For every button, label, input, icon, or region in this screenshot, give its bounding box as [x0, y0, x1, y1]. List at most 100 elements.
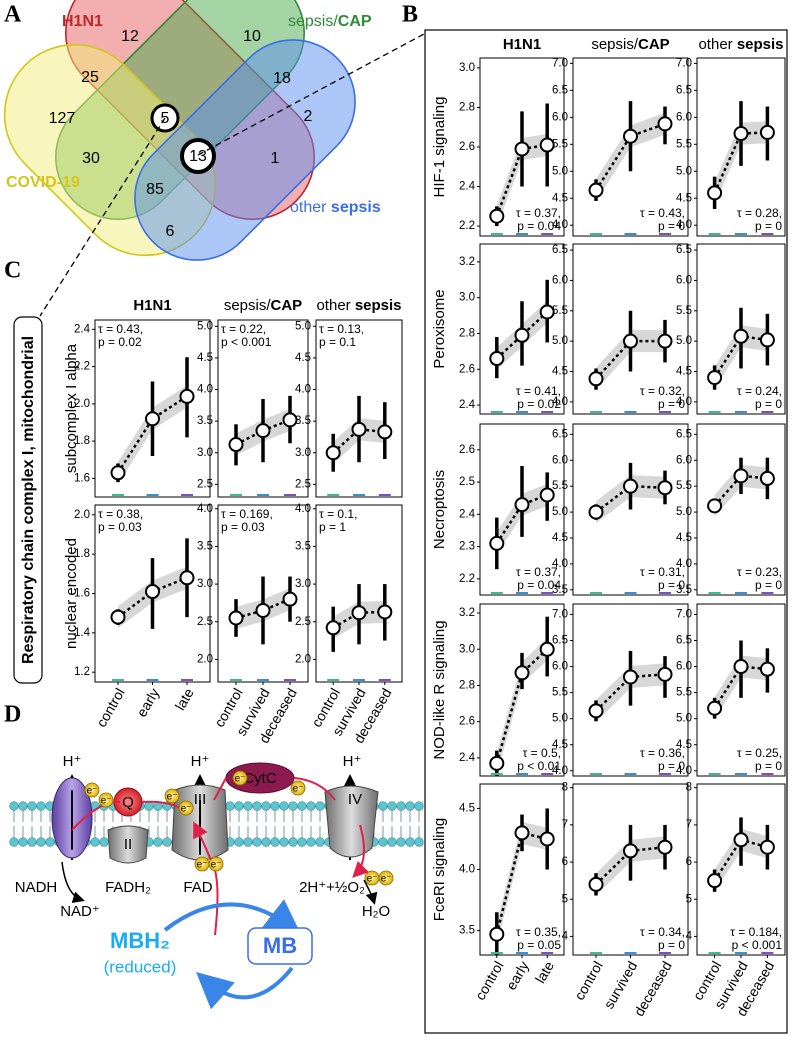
- trend-line: [495, 648, 549, 764]
- lipid-head: [36, 837, 46, 847]
- y-tick-label: 3.2: [459, 256, 475, 268]
- stat-annotation: p = 0.03: [98, 520, 142, 534]
- group-mean: [255, 423, 271, 439]
- y-tick-label: 6.0: [552, 274, 568, 286]
- group-mean: [759, 470, 775, 486]
- stat-annotation: p < 0.01: [517, 759, 561, 773]
- stat-annotation: p = 0: [755, 397, 782, 411]
- y-tick-label: 6.5: [676, 635, 692, 647]
- title-part: sepsis: [737, 36, 784, 53]
- y-tick-label: 2.5: [197, 616, 213, 628]
- trend-band: [714, 325, 768, 389]
- y-tick-label: 5: [686, 893, 692, 905]
- y-tick-label: 4.0: [552, 396, 568, 408]
- y-tick-label: 4.0: [295, 503, 311, 515]
- y-tick-label: 5.5: [552, 480, 568, 492]
- y-tick-label: 4.0: [552, 219, 568, 231]
- y-tick-label: 2.0: [197, 653, 213, 665]
- stat-annotation: τ = 0.23,: [737, 565, 782, 579]
- electron-label: e⁻: [235, 774, 246, 785]
- y-tick-label: 1.6: [74, 472, 90, 484]
- y-tick-label: 3.0: [197, 578, 213, 590]
- title-part: other: [698, 36, 736, 53]
- panel-label: A: [4, 2, 22, 28]
- group-mean: [733, 659, 749, 675]
- column-title: other sepsis: [316, 297, 401, 314]
- electron-label: e⁻: [197, 860, 208, 871]
- stat-annotation: p = 0.03: [221, 520, 265, 534]
- y-tick-label: 3.5: [459, 925, 475, 937]
- mb-arrow: [196, 966, 294, 1010]
- group-mean: [539, 137, 555, 153]
- y-tick-label: 6.0: [552, 661, 568, 673]
- plot-frame: [696, 783, 786, 956]
- y-tick-label: 6.5: [676, 244, 692, 256]
- group-mean: [657, 116, 673, 132]
- electron: [232, 770, 248, 786]
- group-mean: [733, 328, 749, 344]
- electron-path: [213, 777, 227, 801]
- lipid-head: [144, 801, 154, 811]
- stat-annotation: τ = 0.36,: [640, 746, 685, 760]
- lipid-head: [306, 801, 316, 811]
- stat-annotation: p = 0.05: [517, 938, 561, 952]
- complex-iv: [324, 785, 379, 858]
- trend-line: [116, 395, 188, 474]
- y-tick-label: 5.5: [552, 305, 568, 317]
- y-tick-label: 2.0: [74, 398, 90, 410]
- y-tick-label: 3.0: [459, 643, 475, 655]
- panel-frame: [424, 29, 788, 1034]
- y-tick-label: 1.4: [74, 627, 91, 639]
- row-label: FceRI signaling: [431, 818, 448, 921]
- y-tick-label: 2.5: [295, 478, 311, 490]
- y-tick-label: 4.5: [552, 739, 568, 751]
- group-mean: [489, 535, 505, 551]
- venn-set-label: COVID-19: [6, 174, 80, 191]
- trend-band: [714, 121, 768, 204]
- plot-frame: [479, 603, 565, 777]
- group-mean: [588, 371, 604, 387]
- group-mean: [539, 831, 555, 847]
- mb-box: [247, 927, 313, 965]
- lipid-head: [315, 801, 325, 811]
- y-tick-label: 6.5: [552, 428, 568, 440]
- lipid-head: [153, 837, 163, 847]
- proton-label: H⁺: [63, 753, 82, 770]
- y-tick-label: 5.0: [676, 713, 692, 725]
- title-part: other: [290, 199, 331, 216]
- electron-path: [293, 777, 336, 801]
- quinone-label: Q: [122, 794, 134, 811]
- stat-annotation: τ = 0.32,: [640, 384, 685, 398]
- stat-annotation: p = 0.04: [517, 578, 561, 592]
- group-mean: [707, 700, 723, 716]
- group-mean: [707, 185, 723, 201]
- lipid-head: [378, 837, 388, 847]
- trend-line: [595, 339, 665, 380]
- electron: [164, 788, 180, 804]
- electron: [290, 780, 306, 796]
- y-tick-label: 4.5: [459, 802, 475, 814]
- group-mean: [351, 605, 367, 621]
- group-mean: [539, 641, 555, 657]
- stat-annotation: τ = 0.13,: [319, 322, 364, 336]
- lipid-head: [225, 801, 235, 811]
- y-tick-label: 5.5: [552, 138, 568, 150]
- y-tick-label: 3.5: [552, 584, 568, 596]
- stat-annotation: p = 0.04: [517, 219, 561, 233]
- column-title: sepsis/CAP: [591, 36, 669, 53]
- panel-c: H1N1 sepsis/CAP other sepsis subcomplex I a…: [63, 297, 403, 746]
- stat-annotation: p = 0: [658, 397, 685, 411]
- group-mean: [707, 873, 723, 889]
- group-mean: [588, 703, 604, 719]
- y-tick-label: 5.0: [676, 506, 692, 518]
- substrate-label: H₂O: [362, 903, 390, 920]
- lipid-head: [261, 801, 271, 811]
- y-tick-label: 6.0: [676, 661, 692, 673]
- y-tick-label: 4.5: [676, 532, 692, 544]
- y-tick-label: 3.0: [459, 62, 475, 74]
- group-mean: [759, 839, 775, 855]
- y-tick-label: 5.5: [676, 480, 692, 492]
- y-tick-label: 7.0: [676, 57, 692, 69]
- group-mean: [110, 609, 126, 625]
- lipid-head: [270, 837, 280, 847]
